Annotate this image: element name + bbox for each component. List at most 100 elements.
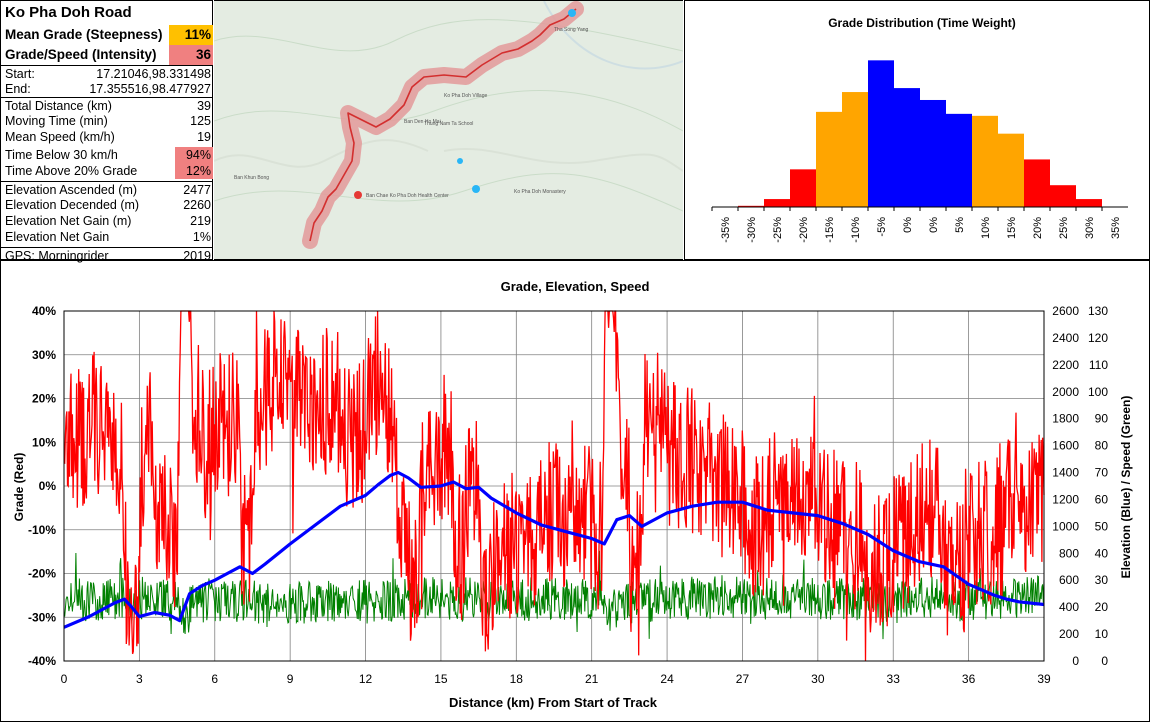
stats-value: 2477 (183, 183, 211, 197)
map-pin-icon[interactable] (457, 158, 463, 164)
stats-panel: Ko Pha Doh Road Mean Grade (Steepness) 11… (0, 0, 213, 263)
histogram-title: Grade Distribution (Time Weight) (828, 16, 1016, 30)
stats-value: 17.21046,98.331498 (96, 67, 211, 81)
x-tick-label: 33 (887, 672, 901, 686)
y-left-tick-label: -20% (28, 567, 56, 581)
y-speed-tick-label: 30 (1095, 573, 1109, 587)
y-elev-tick-label: 0 (1072, 654, 1079, 668)
histogram-bar (868, 60, 894, 208)
histogram-bar (920, 99, 946, 207)
histogram-bar (1050, 185, 1076, 207)
stats-value: 125 (190, 114, 211, 128)
map-label: Ban Den Ho Mai (404, 119, 441, 125)
stats-highlight (169, 45, 213, 65)
y-speed-tick-label: 20 (1095, 600, 1109, 614)
x-tick-label: 12 (359, 672, 373, 686)
stats-row: Time Below 30 km/h 94% (1, 147, 213, 163)
histogram-bar (894, 88, 920, 207)
stats-value: 2260 (183, 198, 211, 212)
stats-value: 19 (197, 130, 211, 144)
y-axis-left-label: Grade (Red) (12, 453, 26, 522)
y-speed-tick-label: 110 (1089, 358, 1108, 372)
stats-row: Time Above 20% Grade 12% (1, 163, 213, 179)
histogram-tick-label: -15% (824, 217, 836, 243)
histogram-bar (946, 113, 972, 207)
map-label: Tha Song Yang (554, 27, 589, 33)
y-elev-tick-label: 1800 (1052, 412, 1079, 426)
x-tick-label: 30 (811, 672, 825, 686)
x-tick-label: 18 (510, 672, 524, 686)
histogram-bar (972, 115, 998, 207)
y-elev-tick-label: 2200 (1052, 358, 1079, 372)
y-left-tick-label: -30% (28, 610, 56, 624)
stats-value: 11% (184, 27, 211, 42)
stats-value: 219 (190, 214, 211, 228)
histogram-tick-label: -5% (876, 217, 888, 237)
y-speed-tick-label: 70 (1095, 466, 1109, 480)
stats-row: Start: 17.21046,98.331498 (1, 65, 213, 82)
y-elev-tick-label: 600 (1059, 573, 1079, 587)
x-axis-label: Distance (km) From Start of Track (449, 695, 658, 710)
stats-value: 39 (197, 99, 211, 113)
map-terrain (214, 1, 683, 212)
grade-distribution-svg: Grade Distribution (Time Weight) -35% -30… (711, 16, 1128, 243)
histogram-tick-label: 20% (1032, 217, 1044, 239)
y-speed-tick-label: 40 (1095, 546, 1109, 560)
y-left-tick-label: 40% (32, 304, 56, 318)
histogram-bar (790, 169, 816, 207)
main-chart-title: Grade, Elevation, Speed (501, 279, 650, 294)
stats-label: Moving Time (min) (5, 114, 108, 128)
grade-distribution-chart: Grade Distribution (Time Weight) -35% -30… (684, 0, 1150, 260)
y-elev-tick-label: 2000 (1052, 385, 1079, 399)
y-elev-tick-label: 1000 (1052, 519, 1079, 533)
y-left-tick-label: 10% (32, 435, 56, 449)
histogram-tick-label: 5% (954, 217, 966, 233)
histogram-bar (998, 133, 1024, 207)
histogram-tick-label: 35% (1110, 217, 1122, 239)
y-speed-tick-label: 10 (1095, 627, 1109, 641)
map-label: Thung Nam Ta School (424, 121, 473, 127)
stats-row: Grade/Speed (Intensity) 36 (1, 45, 213, 65)
stats-highlight (175, 147, 213, 163)
elevation-series-line (63, 470, 1045, 629)
map-pin-icon[interactable] (354, 191, 362, 199)
grade-elevation-speed-chart: Grade, Elevation, Speed Distance (km) Fr… (0, 260, 1150, 722)
stats-row: Elevation Ascended (m) 2477 (1, 181, 213, 198)
histogram-bar (738, 205, 764, 207)
x-tick-label: 24 (660, 672, 674, 686)
histogram-tick-label: -35% (720, 217, 732, 243)
route-map[interactable]: Tha Song Yang Ban Den Ho Mai Ban Chae Ko… (214, 0, 683, 260)
histogram-tick-label: -30% (746, 217, 758, 243)
stats-label: GPS: Morningrider (5, 249, 109, 263)
y-elev-tick-label: 2600 (1052, 304, 1079, 318)
y-axis-right-label: Elevation (Blue) / Speed (Green) (1119, 396, 1133, 579)
map-pin-icon[interactable] (472, 185, 480, 193)
stats-label: Total Distance (km) (5, 99, 112, 113)
histogram-tick-label: 25% (1058, 217, 1070, 239)
stats-label: Mean Speed (km/h) (5, 130, 115, 144)
y-speed-tick-label: 100 (1088, 385, 1108, 399)
histogram-bar (1024, 159, 1050, 207)
stats-value: 36 (195, 47, 211, 62)
histogram-tick-label: -10% (850, 217, 862, 243)
stats-highlight (169, 25, 213, 45)
x-tick-label: 9 (287, 672, 294, 686)
stats-label: Elevation Net Gain (5, 230, 110, 244)
y-left-tick-label: 30% (32, 348, 56, 362)
x-tick-label: 39 (1037, 672, 1051, 686)
map-pin-icon[interactable] (568, 9, 576, 17)
stats-label: Time Below 30 km/h (5, 148, 118, 162)
stats-value: 94% (185, 148, 211, 162)
y-left-tick-label: 0% (39, 479, 57, 493)
stats-row: Moving Time (min) 125 (1, 113, 213, 129)
histogram-tick-label: -20% (798, 217, 810, 243)
stats-label: Elevation Net Gain (m) (5, 214, 132, 228)
y-elev-tick-label: 2400 (1052, 331, 1079, 345)
histogram-tick-label: 15% (1006, 217, 1018, 239)
y-speed-tick-label: 0 (1101, 654, 1108, 668)
y-speed-tick-label: 130 (1088, 304, 1108, 318)
stats-label: Elevation Decended (m) (5, 198, 140, 212)
y-speed-tick-label: 90 (1095, 412, 1109, 426)
stats-row: GPS: Morningrider 2019 (1, 247, 213, 264)
y-left-tick-label: 20% (32, 392, 56, 406)
